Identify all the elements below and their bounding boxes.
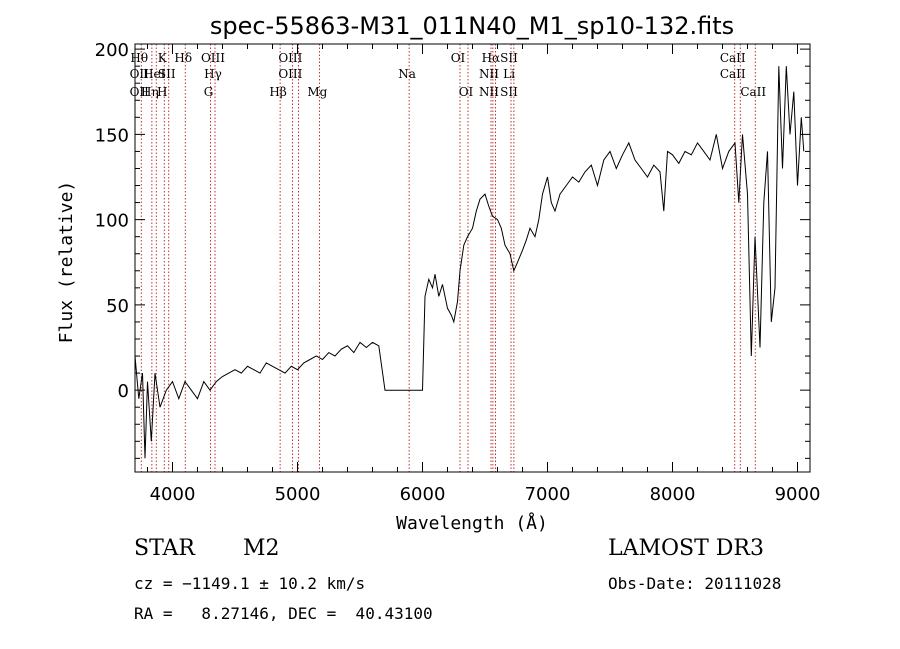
- spectral-line-label: OII: [130, 67, 150, 81]
- spectral-line-label: CaII: [720, 51, 746, 65]
- spectral-line-label: OI: [451, 51, 466, 65]
- spectral-line-label: SII: [500, 85, 518, 99]
- spectral-line-label: Hη: [141, 85, 159, 99]
- x-tick-label: 8000: [650, 484, 696, 505]
- spectral-line-markers: HθOIIOIIHηHeIKHSIIHδGOIIIHγHβOIIIOIIIMgN…: [130, 44, 766, 472]
- spectral-line-label: OIII: [201, 51, 225, 65]
- x-tick-label: 6000: [400, 484, 446, 505]
- x-tick-label: 5000: [275, 484, 321, 505]
- spectral-line-label: Na: [398, 67, 416, 81]
- spectral-line-label: NII: [479, 67, 499, 81]
- object-subclass: M2: [243, 536, 280, 561]
- spectral-line-label: CaII: [740, 85, 766, 99]
- x-tick-label: 9000: [775, 484, 821, 505]
- spectral-line-label: Hδ: [174, 51, 192, 65]
- spectral-line-label: Li: [503, 67, 515, 81]
- spectral-line-label: Hα: [482, 51, 501, 65]
- x-axis-label: Wavelength (Å): [396, 512, 548, 534]
- spectral-line-label: SII: [158, 67, 176, 81]
- flux-series-line: [134, 66, 805, 459]
- x-tick-label: 7000: [525, 484, 571, 505]
- chart-title: spec-55863-M31_011N40_M1_sp10-132.fits: [210, 12, 734, 40]
- spectral-line-label: Mg: [307, 85, 327, 99]
- redshift-cz: cz = −1149.1 ± 10.2 km/s: [134, 574, 366, 593]
- y-tick-label: 50: [106, 296, 129, 317]
- spectral-line-label: OIII: [278, 51, 302, 65]
- x-tick-label: 4000: [150, 484, 196, 505]
- spectral-line-label: HeI: [143, 67, 166, 81]
- spectral-line-label: Hθ: [130, 51, 148, 65]
- y-tick-label: 150: [95, 125, 129, 146]
- spectral-line-label: G: [204, 85, 214, 99]
- spectral-line-label: NII: [479, 85, 499, 99]
- observation-date: Obs-Date: 20111028: [608, 574, 782, 593]
- y-axis-ticks: 0 50 100 150 200: [95, 40, 810, 459]
- spectral-line-label: OIII: [278, 67, 302, 81]
- spectral-line-label: CaII: [720, 67, 746, 81]
- plot-frame: [134, 43, 811, 473]
- x-axis-ticks: 4000 5000 6000 7000 8000 9000: [147, 44, 821, 505]
- spectral-line-label: OII: [130, 85, 150, 99]
- spectral-line-label: OI: [459, 85, 474, 99]
- spectral-line-label: Hγ: [204, 67, 222, 81]
- y-tick-label: 200: [95, 40, 129, 61]
- spectral-line-label: Hβ: [269, 85, 286, 99]
- y-tick-label: 0: [118, 381, 129, 402]
- spectral-line-label: K: [158, 51, 168, 65]
- ra-dec-coordinates: RA = 8.27146, DEC = 40.43100: [134, 604, 433, 623]
- spectral-line-label: H: [157, 85, 167, 99]
- object-class: STAR: [134, 536, 195, 561]
- y-tick-label: 100: [95, 211, 129, 232]
- spectral-line-label: SII: [500, 51, 518, 65]
- y-axis-label: Flux (relative): [56, 181, 77, 344]
- survey-name: LAMOST DR3: [608, 536, 764, 561]
